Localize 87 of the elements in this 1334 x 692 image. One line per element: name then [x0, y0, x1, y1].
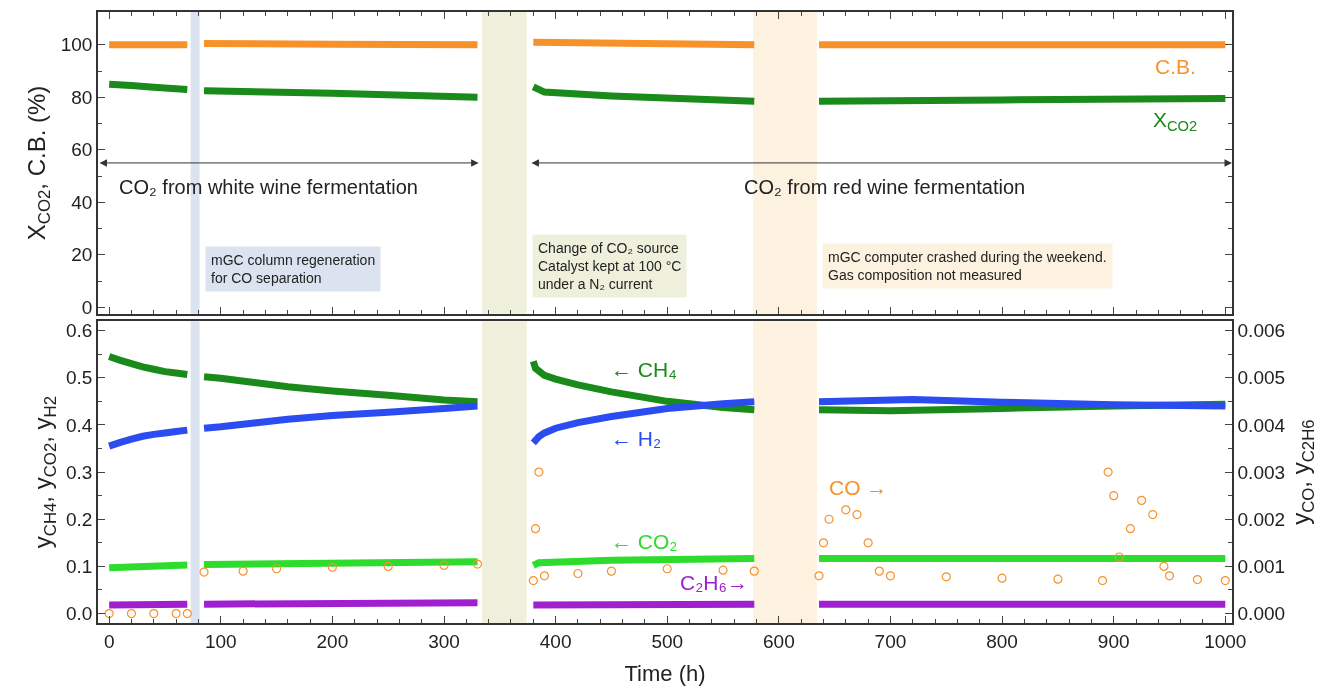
- y-tick-label: 0.2: [66, 508, 93, 530]
- point: [573, 568, 583, 579]
- point: [199, 567, 209, 577]
- point: [238, 566, 248, 576]
- y2-tick-label: 0.003: [1237, 461, 1286, 483]
- point: [539, 571, 550, 581]
- annotation: CO₂ from white wine fermentation: [119, 176, 418, 198]
- x-tick-label: 800: [986, 630, 1018, 652]
- point: [885, 571, 896, 581]
- point: [749, 566, 759, 576]
- x-tick-label: 600: [763, 630, 795, 652]
- y-tick-label: 0: [81, 296, 93, 318]
- band-label: mGC column regeneration for CO separation: [211, 252, 376, 287]
- point: [1148, 509, 1158, 520]
- point: [997, 573, 1007, 583]
- y2-tick-label: 0.006: [1237, 320, 1286, 342]
- x-tick-label: 300: [428, 630, 460, 652]
- point: [874, 566, 884, 576]
- point: [718, 565, 728, 575]
- series-label: ← CH₄: [611, 358, 677, 381]
- point: [472, 559, 483, 569]
- y-tick-label: 40: [71, 191, 93, 213]
- point: [1220, 575, 1230, 586]
- y-tick-label: 0.1: [66, 556, 93, 578]
- y-tick-label: 20: [71, 244, 93, 266]
- y2-tick-label: 0.005: [1237, 367, 1286, 389]
- series-label: ← H₂: [611, 427, 662, 450]
- point: [818, 538, 829, 548]
- x-tick-label: 1000: [1204, 630, 1247, 652]
- y-tick-label: 0.3: [66, 461, 93, 483]
- point: [271, 564, 282, 574]
- y-tick-label: 0.5: [66, 367, 93, 389]
- point: [1159, 561, 1169, 571]
- series-label: C₂H₆→: [680, 571, 748, 594]
- x-tick-label: 200: [316, 630, 349, 652]
- y2-tick-label: 0.002: [1237, 508, 1286, 530]
- point: [1136, 495, 1147, 505]
- point: [662, 564, 672, 574]
- point: [1103, 467, 1113, 477]
- y-tick-label: 60: [71, 139, 93, 161]
- point: [606, 566, 617, 576]
- y2-tick-label: 0.001: [1237, 556, 1286, 578]
- y-tick-label: 80: [71, 86, 93, 108]
- point: [530, 524, 541, 534]
- y-tick-label: 100: [60, 34, 93, 56]
- y2-tick-label: 0.004: [1237, 414, 1286, 436]
- series-label: X$_{CO2}$: [1153, 108, 1198, 135]
- point: [824, 514, 834, 524]
- point: [149, 608, 159, 619]
- point: [171, 608, 181, 619]
- x-tick-label: 100: [204, 630, 237, 652]
- band-label: mGC computer crashed during the weekend. Gas composition not measured: [828, 249, 1107, 284]
- series-label: ← CO₂: [611, 530, 678, 553]
- point: [841, 505, 851, 515]
- y2-tick-label: 0.000: [1237, 603, 1286, 625]
- y-tick-label: 0.0: [66, 603, 93, 625]
- series-label: C.B.: [1155, 55, 1196, 78]
- x-axis-title: Time (h): [624, 660, 706, 686]
- series-label: CO →: [829, 476, 888, 499]
- point: [534, 467, 544, 477]
- point: [852, 509, 862, 520]
- point: [439, 560, 449, 571]
- x-tick-label: 700: [874, 630, 907, 652]
- point: [528, 575, 538, 586]
- x-tick-label: 400: [539, 630, 572, 652]
- point: [1114, 552, 1124, 562]
- point: [126, 608, 137, 619]
- point: [1164, 571, 1175, 581]
- point: [941, 572, 951, 582]
- point: [1097, 575, 1108, 586]
- point: [1125, 524, 1136, 534]
- annotation: CO₂ from red wine fermentation: [744, 176, 1026, 198]
- point: [327, 562, 337, 572]
- x-tick-label: 500: [651, 630, 684, 652]
- y-tick-label: 0.6: [66, 320, 93, 342]
- point: [814, 571, 824, 581]
- x-tick-label: 0: [103, 630, 115, 652]
- point: [1192, 575, 1202, 585]
- y-tick-label: 0.4: [66, 414, 93, 436]
- point: [1053, 574, 1063, 584]
- point: [383, 561, 393, 571]
- point: [863, 538, 873, 548]
- band-label: Change of CO₂ source Catalyst kept at 100 °C under a N₂ current: [538, 240, 682, 293]
- point: [104, 608, 114, 619]
- point: [182, 608, 192, 619]
- x-tick-label: 900: [1097, 630, 1130, 652]
- point: [1109, 491, 1119, 501]
